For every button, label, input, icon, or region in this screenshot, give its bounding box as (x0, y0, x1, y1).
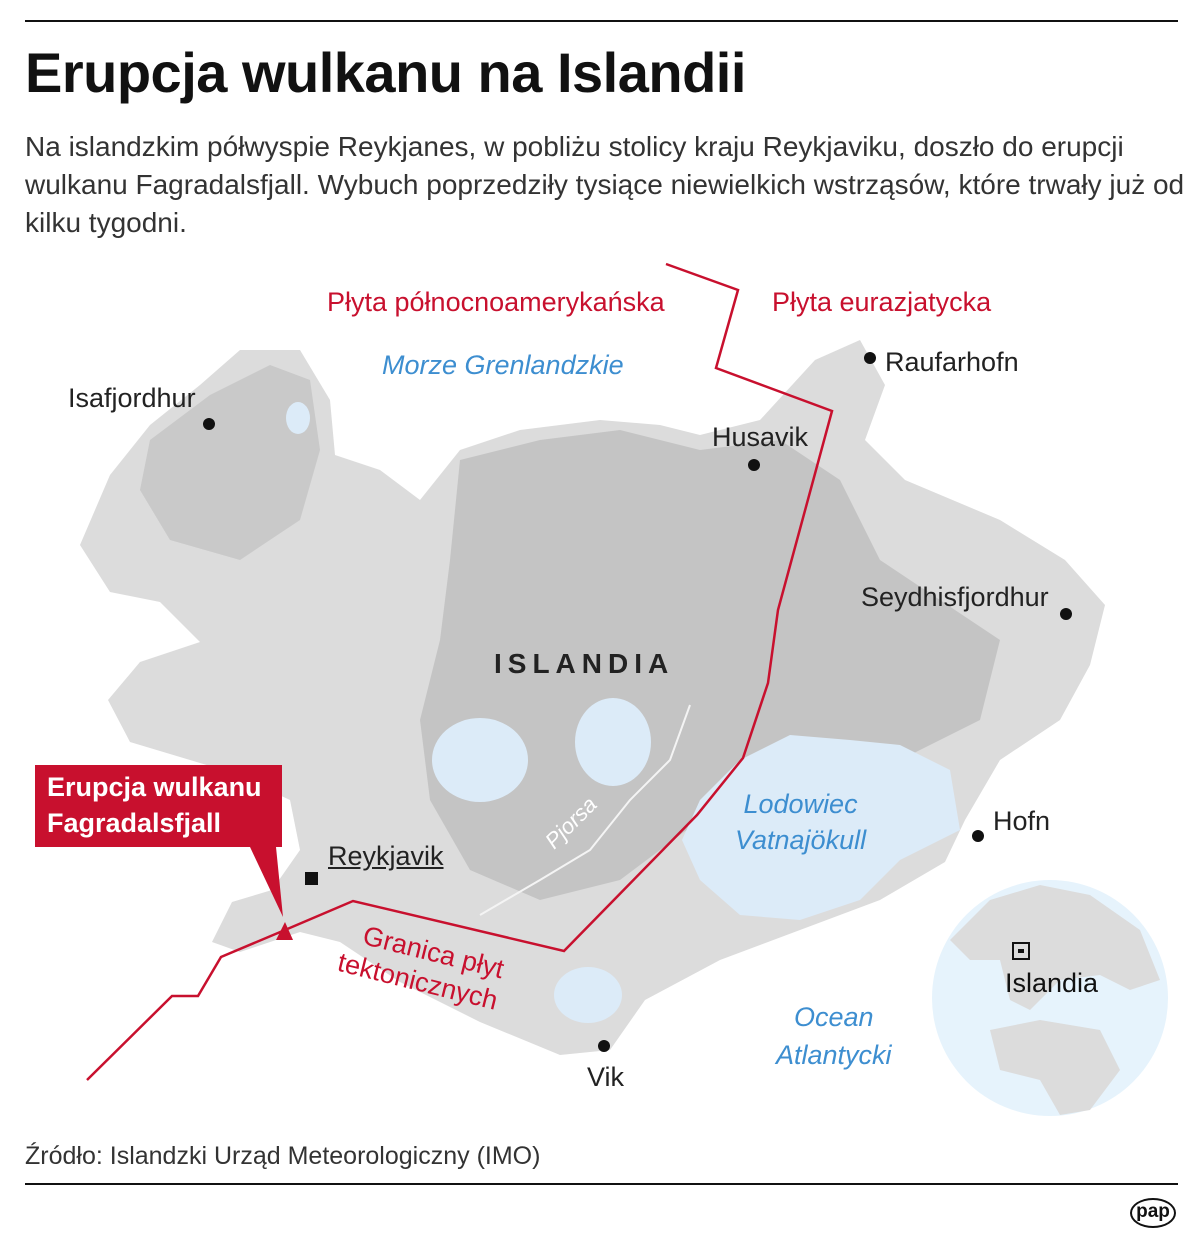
page-title: Erupcja wulkanu na Islandii (25, 41, 746, 104)
eruption-callout: Erupcja wulkanu Fagradalsfjall (35, 765, 282, 847)
country-label: ISLANDIA (494, 648, 675, 679)
glacier-label: Lodowiec Vatnajökull (735, 789, 867, 855)
city-dot-husavik (748, 459, 760, 471)
city-label-raufarhofn: Raufarhofn (885, 347, 1019, 377)
city-label-seydhisfjordhur: Seydhisfjordhur (861, 582, 1049, 612)
city-dot-isafjordhur (203, 418, 215, 430)
city-label-vik: Vik (587, 1062, 625, 1092)
eurasian-plate-label: Płyta eurazjatycka (772, 287, 992, 317)
lake (575, 698, 651, 786)
north-american-plate-label: Płyta północnoamerykańska (327, 287, 665, 317)
city-dot-seydhisfjordhur (1060, 608, 1072, 620)
source-note: Źródło: Islandzki Urząd Meteorologiczny … (25, 1142, 541, 1170)
locator-label: Islandia (1005, 968, 1099, 998)
pjorsa-river (479, 704, 691, 916)
lake (286, 402, 310, 434)
city-label-husavik: Husavik (712, 422, 809, 452)
westfjords-relief (140, 365, 320, 560)
city-dot-hofn (972, 830, 984, 842)
capital-marker-icon (305, 872, 318, 885)
city-dot-raufarhofn (864, 352, 876, 364)
atlantic-ocean-label: Ocean Atlantycki (776, 1002, 892, 1070)
lake (554, 967, 622, 1023)
city-dot-vik (598, 1040, 610, 1052)
highlands (420, 430, 1000, 900)
city-label-hofn: Hofn (993, 806, 1051, 836)
city-label-isafjordhur: Isafjordhur (68, 383, 196, 413)
bottom-rule (25, 1183, 1178, 1185)
city-dots (203, 352, 1072, 1052)
volcano-icon (276, 922, 293, 940)
top-rule (25, 20, 1178, 22)
callout-pointer (250, 847, 283, 917)
greenland-sea-label: Morze Grenlandzkie (382, 350, 624, 380)
pap-logo: pap (1130, 1198, 1176, 1228)
lake (432, 718, 528, 802)
vatnajokull-glacier (682, 735, 960, 920)
lead-text: Na islandzkim półwyspie Reykjanes, w pob… (25, 131, 1185, 238)
plate-boundary-line (86, 262, 834, 1081)
capital-label: Reykjavik (328, 841, 444, 871)
locator-box (1012, 942, 1030, 960)
locator-globe (932, 880, 1168, 1116)
